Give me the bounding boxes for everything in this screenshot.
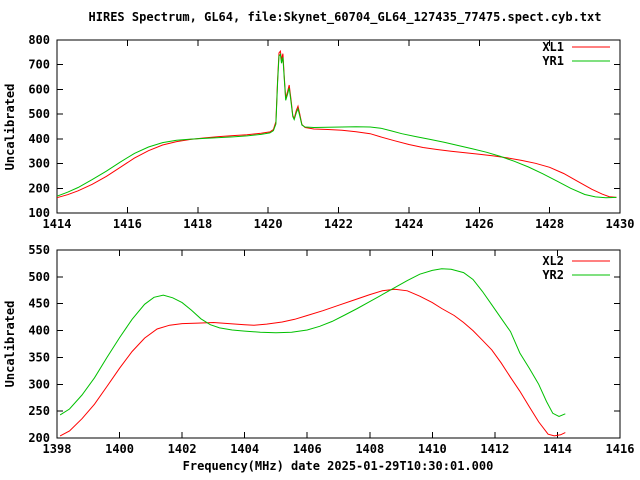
legend-label-xl1: XL1	[542, 40, 564, 54]
y-tick-label: 200	[28, 181, 50, 195]
legend-label-xl2: XL2	[542, 254, 564, 268]
y-tick-label: 500	[28, 107, 50, 121]
y-tick-label: 800	[28, 33, 50, 47]
y-tick-label: 350	[28, 350, 50, 364]
y-tick-label: 500	[28, 270, 50, 284]
x-tick-label: 1416	[606, 442, 635, 456]
y-tick-label: 100	[28, 206, 50, 220]
top-panel-legend: XL1 YR1	[542, 40, 610, 68]
x-tick-label: 1406	[293, 442, 322, 456]
top-panel: 1414 1416 1418 1420 1422 1424 1426 1428 1430 100 2…	[28, 33, 634, 231]
series-line-yr2	[59, 268, 566, 418]
x-tick-label: 1412	[480, 442, 509, 456]
bottom-panel: 1398 1400 1402 1404 1406 1408 1410 1412 1414 1416…	[28, 243, 634, 456]
plot-border	[56, 39, 621, 214]
bottom-panel-legend: XL2 YR2	[542, 254, 610, 282]
y-tick-label: 300	[28, 157, 50, 171]
y-tick-label: 600	[28, 82, 50, 96]
x-tick-label: 1410	[418, 442, 447, 456]
x-tick-label: 1416	[113, 217, 142, 231]
x-tick-label: 1404	[230, 442, 259, 456]
y-tick-label: 400	[28, 324, 50, 338]
plot-border	[56, 249, 621, 439]
series-line-xl1	[56, 49, 617, 199]
x-tick-label: 1424	[394, 217, 423, 231]
y-tick-label: 250	[28, 404, 50, 418]
series-line-yr1	[56, 53, 617, 199]
series-line-xl2	[59, 288, 566, 437]
y-tick-label: 400	[28, 132, 50, 146]
x-tick-label: 1418	[183, 217, 212, 231]
legend-label-yr1: YR1	[542, 54, 564, 68]
bottom-y-axis-label: Uncalibrated	[3, 301, 17, 388]
top-y-axis-label: Uncalibrated	[3, 84, 17, 171]
x-tick-label: 1402	[168, 442, 197, 456]
x-tick-label: 1414	[543, 442, 572, 456]
y-tick-label: 550	[28, 243, 50, 257]
x-tick-label: 1414	[43, 217, 72, 231]
x-tick-label: 1428	[535, 217, 564, 231]
x-tick-label: 1400	[105, 442, 134, 456]
x-tick-label: 1398	[43, 442, 72, 456]
chart-title: HIRES Spectrum, GL64, file:Skynet_60704_…	[89, 10, 602, 25]
y-tick-label: 200	[28, 431, 50, 445]
y-tick-label: 450	[28, 297, 50, 311]
x-tick-label: 1426	[465, 217, 494, 231]
x-tick-label: 1430	[606, 217, 635, 231]
x-tick-label: 1408	[355, 442, 384, 456]
x-tick-label: 1420	[254, 217, 283, 231]
legend-label-yr2: YR2	[542, 268, 564, 282]
y-tick-label: 700	[28, 58, 50, 72]
x-tick-label: 1422	[324, 217, 353, 231]
x-axis-label: Frequency(MHz) date 2025-01-29T10:30:01.…	[183, 459, 494, 473]
y-tick-label: 300	[28, 377, 50, 391]
